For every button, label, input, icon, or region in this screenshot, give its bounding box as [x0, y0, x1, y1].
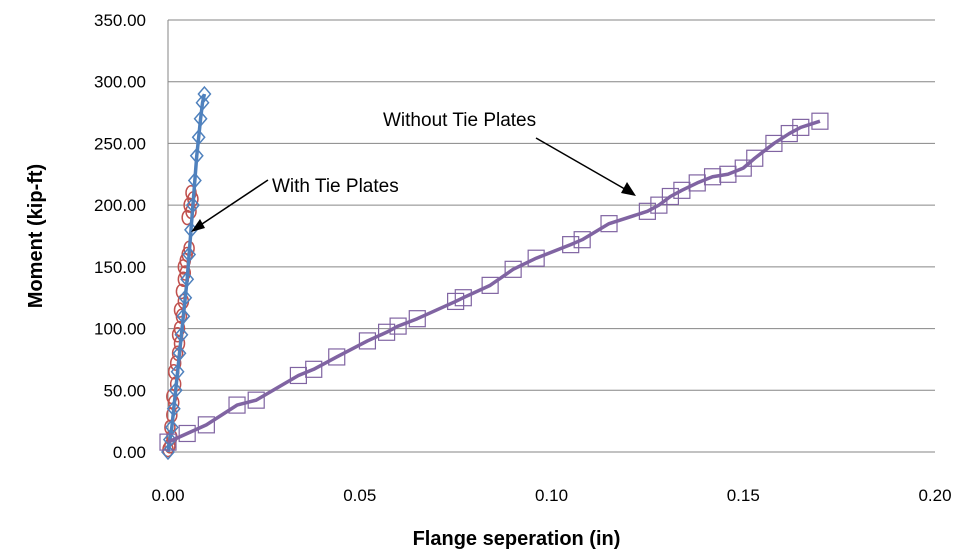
data-point	[289, 366, 307, 385]
x-tick-labels: 0.00 0.05 0.10 0.15 0.20	[151, 486, 951, 505]
series-3	[159, 112, 829, 451]
data-point	[792, 118, 810, 136]
annotations: With Tie Plates Without Tie Plates	[191, 110, 636, 232]
data-point	[377, 323, 396, 341]
y-tick-label: 150.00	[94, 258, 146, 277]
data-point	[573, 231, 591, 249]
x-tick-label: 0.15	[727, 486, 760, 505]
data-point	[481, 276, 499, 294]
x-tick-label: 0.20	[918, 486, 951, 505]
axes	[167, 20, 935, 453]
data-point	[746, 149, 764, 167]
data-point	[173, 320, 186, 337]
data-point	[358, 332, 377, 350]
x-tick-label: 0.05	[343, 486, 376, 505]
series-line	[167, 119, 821, 444]
data-point	[389, 317, 407, 335]
x-axis-title: Flange seperation (in)	[413, 528, 621, 550]
data-point	[159, 433, 177, 451]
data-point	[328, 348, 346, 366]
data-point	[247, 391, 265, 409]
data-point	[197, 416, 215, 434]
data-series	[159, 85, 829, 461]
data-point	[661, 187, 679, 206]
annotation-with-tie-plates: With Tie Plates	[272, 176, 399, 197]
data-point	[688, 174, 706, 192]
y-tick-label: 50.00	[103, 381, 146, 400]
data-point	[780, 124, 798, 143]
data-point	[562, 236, 580, 254]
data-point	[527, 249, 545, 267]
y-tick-label: 350.00	[94, 11, 146, 30]
data-point	[305, 360, 323, 378]
annotation-without-tie-plates: Without Tie Plates	[383, 110, 536, 131]
y-tick-label: 0.00	[113, 443, 146, 462]
y-tick-label: 200.00	[94, 196, 146, 215]
data-point	[454, 289, 472, 307]
x-tick-label: 0.10	[535, 486, 568, 505]
arrowhead	[621, 182, 636, 196]
series-line	[166, 93, 207, 453]
arrowhead	[191, 219, 205, 232]
data-point	[811, 112, 829, 130]
annotation-arrow	[195, 179, 269, 229]
data-point	[734, 159, 752, 177]
y-tick-label: 300.00	[94, 73, 146, 92]
data-point	[228, 396, 246, 414]
data-point	[650, 196, 668, 214]
series-2	[161, 85, 212, 461]
data-point	[600, 215, 618, 233]
data-point	[638, 202, 656, 220]
gridlines	[168, 19, 935, 391]
data-point	[178, 424, 196, 443]
data-point	[765, 134, 783, 153]
annotation-arrow	[535, 137, 631, 193]
y-tick-labels: 0.00 50.00 100.00 150.00 200.00 250.00 300.00 3…	[94, 11, 146, 462]
data-point	[504, 260, 522, 278]
y-tick-label: 250.00	[94, 134, 146, 153]
x-tick-label: 0.00	[151, 486, 184, 505]
y-tick-label: 100.00	[94, 320, 146, 339]
data-point	[408, 310, 426, 328]
y-axis-title: Moment (kip-ft)	[25, 164, 47, 308]
